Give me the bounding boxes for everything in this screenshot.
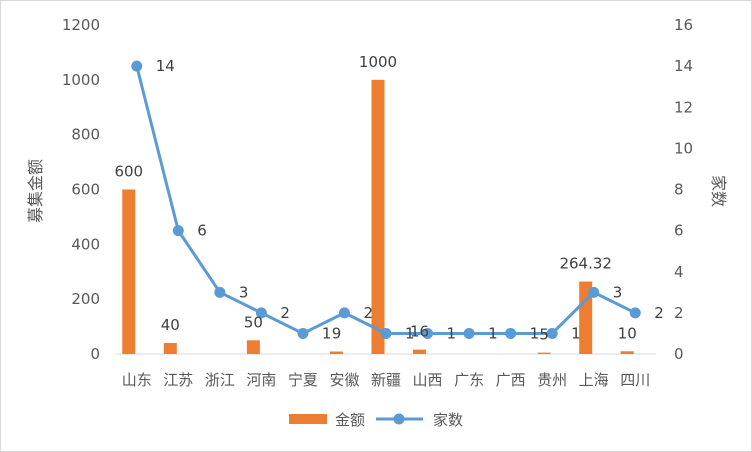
right-tick-label: 12 — [674, 98, 693, 116]
left-axis: 0 200 400 600 800 1000 1200 — [62, 16, 100, 363]
left-tick-label: 600 — [71, 181, 100, 199]
line-point — [131, 60, 143, 72]
bar — [371, 79, 385, 354]
right-tick-label: 14 — [674, 57, 693, 75]
bar-data-label: 50 — [244, 313, 263, 331]
right-tick-label: 0 — [674, 345, 684, 363]
line-point — [172, 225, 184, 237]
category-label: 安徽 — [329, 371, 359, 389]
category-label: 山西 — [413, 371, 443, 389]
line-data-label: 2 — [280, 304, 290, 322]
line-point — [380, 327, 392, 339]
legend-bar-swatch — [289, 414, 327, 424]
bar — [329, 351, 343, 354]
bar — [537, 352, 551, 354]
right-tick-label: 16 — [674, 16, 693, 34]
line-data-label: 1 — [530, 324, 540, 342]
left-tick-label: 400 — [71, 235, 100, 253]
right-tick-label: 4 — [674, 263, 684, 281]
category-label: 江苏 — [163, 371, 193, 389]
category-label: 四川 — [620, 371, 650, 389]
bar-data-label: 10 — [618, 324, 637, 342]
left-tick-label: 800 — [71, 126, 100, 144]
line-point — [255, 307, 267, 319]
line-point — [297, 327, 309, 339]
bar-data-label: 16 — [410, 323, 429, 341]
bar — [620, 351, 634, 354]
line-series — [131, 60, 641, 339]
line-point — [546, 327, 558, 339]
right-tick-label: 2 — [674, 304, 684, 322]
category-label: 贵州 — [537, 371, 567, 389]
line-data-label: 1 — [447, 324, 457, 342]
bar-data-label: 1000 — [359, 53, 397, 71]
line-data-label: 14 — [156, 57, 175, 75]
bar-data-label: 5 — [539, 326, 549, 344]
category-label: 广东 — [454, 371, 484, 389]
left-axis-title: 募集金额 — [26, 159, 45, 223]
category-label: 上海 — [579, 371, 609, 389]
line-data-label: 1 — [571, 324, 581, 342]
line-data-label: 1 — [488, 324, 498, 342]
left-tick-label: 1000 — [62, 71, 100, 89]
bar — [579, 281, 593, 354]
line-point — [629, 307, 641, 319]
line-point — [588, 286, 600, 298]
line-data-label: 2 — [654, 304, 664, 322]
legend-bar-label: 金额 — [335, 411, 365, 429]
category-label: 广西 — [496, 371, 526, 389]
left-tick-label: 0 — [90, 345, 100, 363]
right-tick-label: 8 — [674, 181, 684, 199]
category-label: 河南 — [246, 371, 276, 389]
right-axis: 0 2 4 6 8 10 12 14 16 — [674, 16, 693, 363]
line-point — [463, 327, 475, 339]
legend-line-label: 家数 — [433, 411, 463, 429]
line-data-label: 3 — [239, 283, 249, 301]
bar — [413, 349, 427, 354]
bar-data-label: 264.32 — [559, 255, 612, 273]
bar-data-label: 40 — [161, 316, 180, 334]
line-data-label: 1 — [322, 324, 332, 342]
right-tick-label: 6 — [674, 222, 684, 240]
category-label: 山东 — [122, 371, 152, 389]
line-path — [135, 65, 636, 335]
category-label: 浙江 — [205, 371, 235, 389]
bar-data-label: 9 — [332, 325, 342, 343]
bar-data-label: 600 — [114, 163, 143, 181]
line-point — [338, 307, 350, 319]
bar — [163, 343, 177, 354]
line-point — [214, 286, 226, 298]
category-label: 宁夏 — [288, 371, 318, 389]
bar — [122, 189, 136, 354]
legend-line-marker — [393, 413, 405, 425]
line-point — [505, 327, 517, 339]
bar — [246, 340, 260, 354]
line-point — [422, 327, 434, 339]
line-data-label: 3 — [613, 283, 623, 301]
legend: 金额 家数 — [289, 411, 463, 429]
right-tick-label: 10 — [674, 139, 693, 157]
category-axis: 山东 江苏 浙江 河南 宁夏 安徽 新疆 山西 广东 广西 贵州 上海 四川 — [116, 353, 656, 389]
category-label: 新疆 — [371, 371, 401, 389]
left-tick-label: 200 — [71, 290, 100, 308]
line-data-label: 1 — [405, 324, 415, 342]
bar-series — [122, 79, 634, 354]
line-data-label: 6 — [197, 222, 207, 240]
left-tick-label: 1200 — [62, 16, 100, 34]
right-axis-title: 家数 — [709, 175, 728, 207]
line-data-label: 2 — [363, 304, 373, 322]
data-labels: 600 40 50 9 1000 16 5 264.32 10 14 6 3 2 1 2 1 1 1 1 1 3 2 — [114, 53, 663, 344]
